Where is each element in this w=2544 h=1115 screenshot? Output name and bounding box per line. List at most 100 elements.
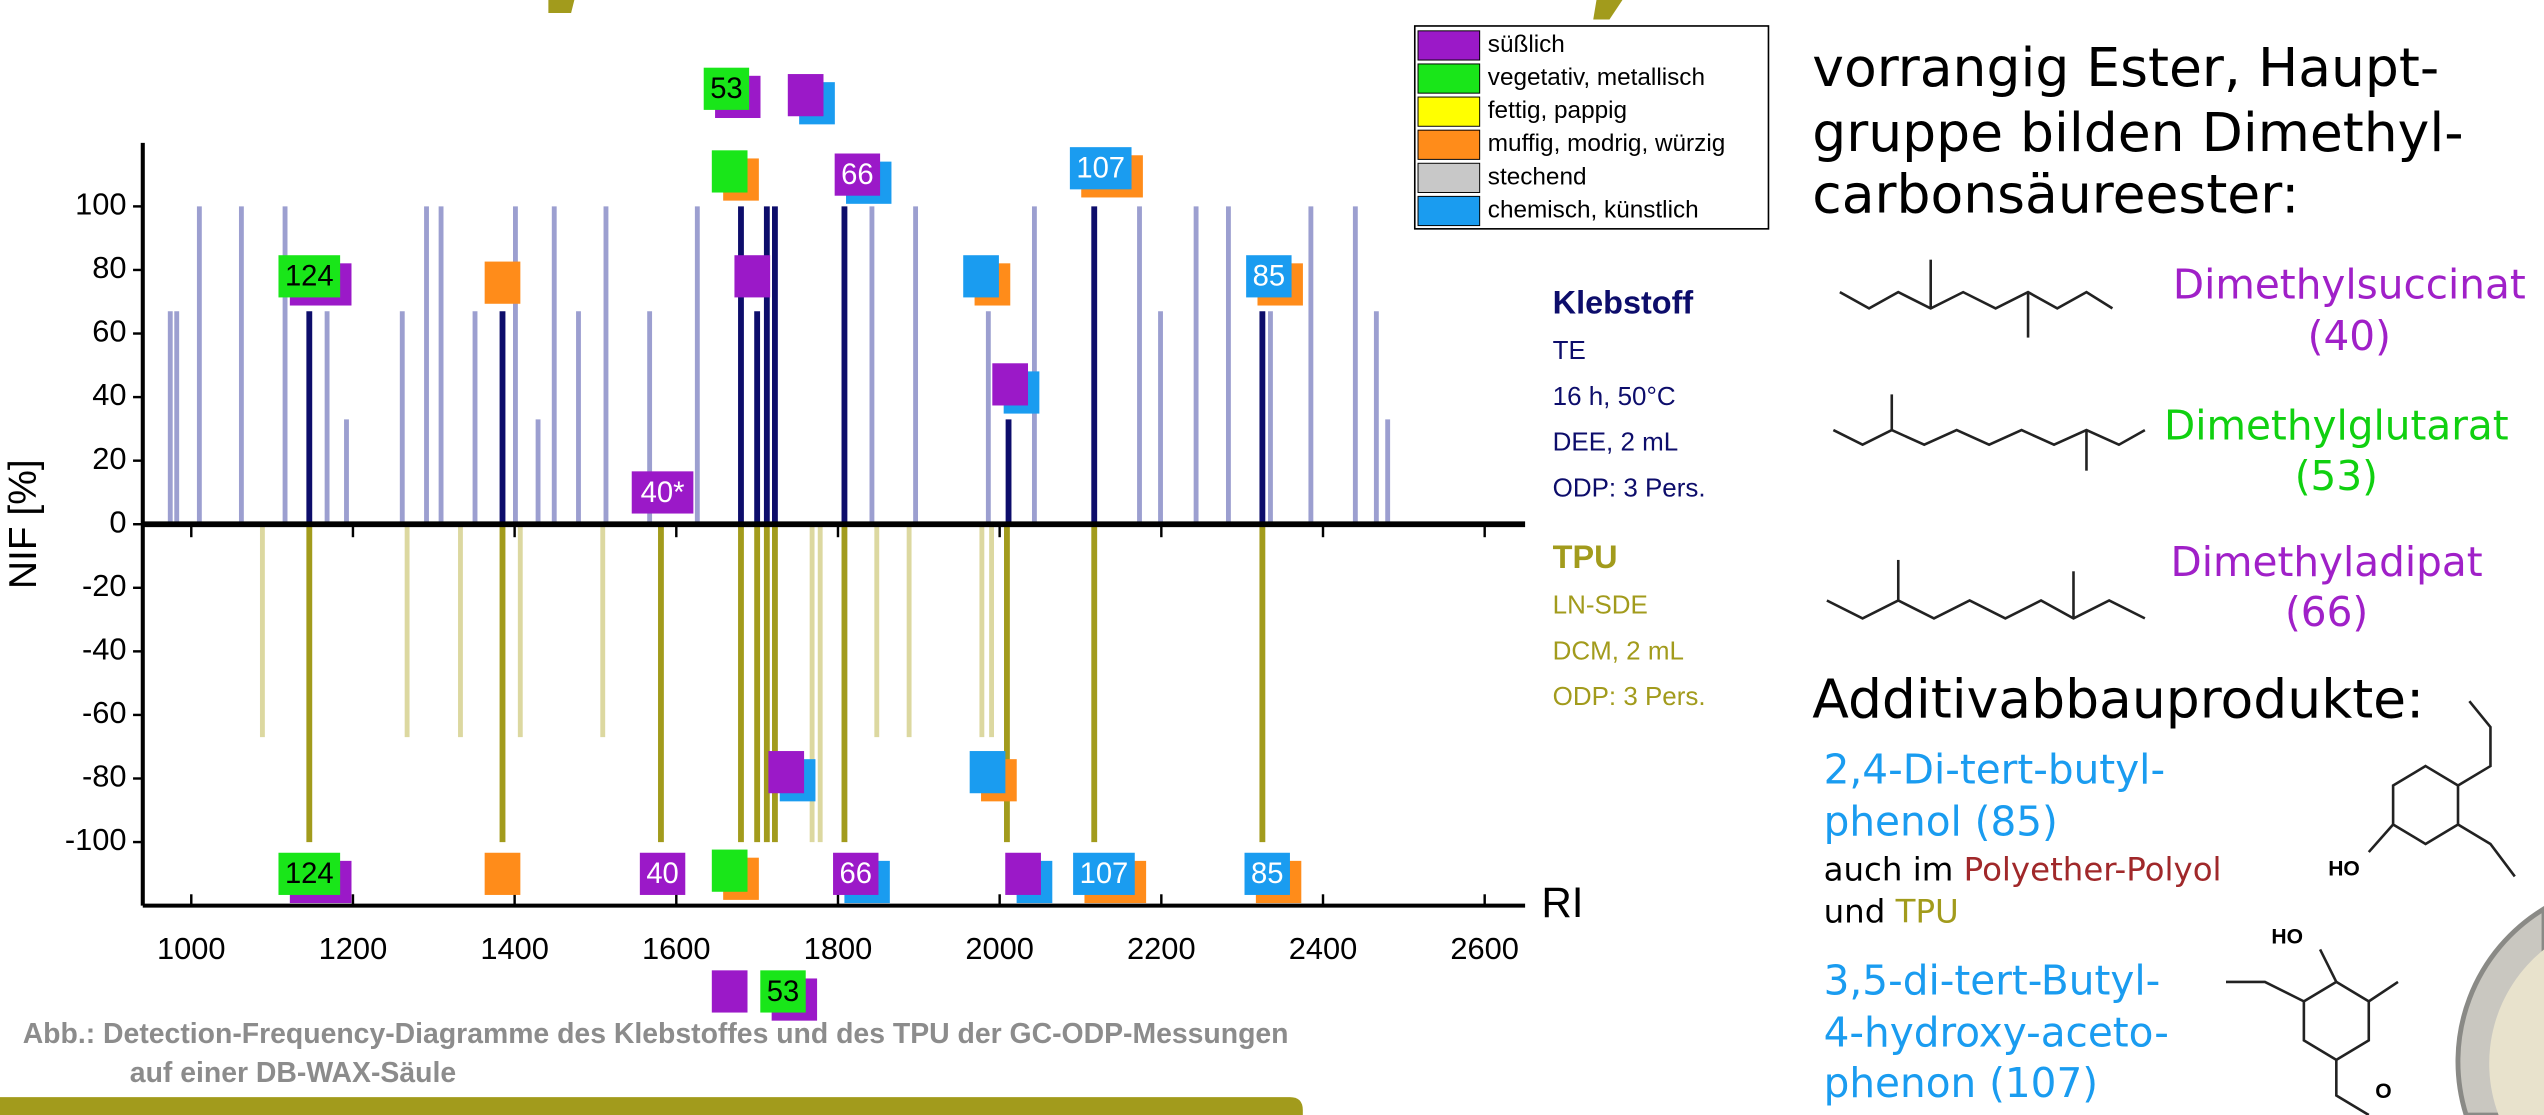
compound-name: 3,5-di-tert-Butyl- <box>1824 957 2161 1005</box>
odor-box <box>970 751 1006 793</box>
compound-number: (40) <box>2308 312 2391 360</box>
odor-label: 53 <box>767 976 799 1008</box>
x-tick-label: 1800 <box>804 931 873 966</box>
series-name: TPU <box>1553 539 1618 575</box>
y-axis-label: NIF [%] <box>2 459 45 589</box>
odor-marker <box>1005 853 1052 903</box>
atom: O <box>2375 1080 2391 1103</box>
odor-box <box>712 850 748 892</box>
odor-marker: 53 <box>760 970 817 1020</box>
caption: Abb.: Detection-Frequency-Diagramme des … <box>23 1018 1289 1050</box>
odor-marker: 85 <box>1246 255 1303 305</box>
tbutyl <box>2458 824 2515 876</box>
odor-marker: 124 <box>278 255 351 305</box>
series-detail: ODP: 3 Pers. <box>1553 681 1706 711</box>
series-detail: LN-SDE <box>1553 590 1648 620</box>
series-detail: DCM, 2 mL <box>1553 635 1684 665</box>
note-text: auch im <box>1824 851 1954 889</box>
y-tick-label: 40 <box>92 377 126 412</box>
x-tick-label: 2000 <box>965 931 1034 966</box>
odor-marker <box>485 262 521 304</box>
side-panel: vorrangig Ester, Haupt- gruppe bilden Di… <box>1812 36 2525 1107</box>
compound-name: Dimethyladipat <box>2171 538 2483 586</box>
legend-swatch <box>1418 130 1480 159</box>
note-text: und <box>1824 893 1886 931</box>
intro-line: carbonsäureester: <box>1812 163 2299 226</box>
odor-box <box>788 74 824 116</box>
intro-line: vorrangig Ester, Haupt- <box>1812 36 2439 99</box>
compound-name: phenon (107) <box>1824 1059 2098 1107</box>
compound-number: (66) <box>2285 588 2368 636</box>
x-axis-label: RI <box>1541 879 1583 926</box>
odor-box <box>1005 853 1041 895</box>
odor-label: 85 <box>1251 858 1283 890</box>
x-tick-label: 2400 <box>1289 931 1358 966</box>
compound-name: 2,4-Di-tert-butyl- <box>1824 746 2165 794</box>
odor-box <box>734 255 770 297</box>
odor-marker: 66 <box>835 154 892 204</box>
odor-label: 53 <box>710 73 742 105</box>
legend-label: vegetativ, metallisch <box>1488 64 1705 91</box>
odor-box <box>485 262 521 304</box>
succinate <box>1840 292 2113 308</box>
title-fragment <box>548 0 574 13</box>
footer-bar <box>0 1097 1303 1115</box>
glutarate <box>1833 430 2145 445</box>
legend-swatch <box>1418 31 1480 60</box>
odor-marker <box>712 150 759 200</box>
compound-name: Dimethylglutarat <box>2164 401 2509 449</box>
intro-line: gruppe bilden Dimethyl- <box>1812 101 2463 164</box>
slide: -100-80-60-40-20020406080100100012001400… <box>0 0 2544 1115</box>
section-heading: Additivabbauprodukte: <box>1812 667 2424 730</box>
ring <box>2304 982 2369 1060</box>
series-detail: DEE, 2 mL <box>1553 427 1678 457</box>
odor-marker <box>963 255 1010 305</box>
note-text: TPU <box>1895 893 1959 931</box>
tbutyl <box>2458 701 2490 785</box>
caption: auf einer DB-WAX-Säule <box>130 1057 456 1089</box>
y-tick-label: 80 <box>92 250 126 285</box>
legend-label: stechend <box>1488 163 1587 190</box>
odor-marker <box>485 853 521 895</box>
legend-swatch <box>1418 64 1480 93</box>
y-tick-label: -100 <box>65 822 127 857</box>
bond <box>2369 824 2393 852</box>
compound-name: 4-hydroxy-aceto- <box>1824 1008 2169 1056</box>
odor-box <box>963 255 999 297</box>
y-tick-label: 60 <box>92 314 126 349</box>
odor-label: 85 <box>1253 261 1285 293</box>
acetyl <box>2336 1060 2368 1115</box>
compound-name: phenol (85) <box>1824 797 2058 845</box>
legend-label: süßlich <box>1488 31 1565 58</box>
odor-label: 40 <box>646 858 678 890</box>
atom: HO <box>2328 858 2360 881</box>
y-tick-label: 100 <box>75 187 126 222</box>
y-tick-label: -40 <box>82 632 127 667</box>
legend-label: chemisch, künstlich <box>1488 196 1699 223</box>
title-fragment <box>1593 0 1622 19</box>
adipate <box>1827 601 2145 619</box>
note-text: Polyether-Polyol <box>1964 851 2222 889</box>
odor-marker: 53 <box>704 68 761 118</box>
odor-marker <box>712 970 748 1012</box>
odor-box <box>992 363 1028 405</box>
x-tick-label: 1200 <box>319 931 388 966</box>
compound-name: Dimethylsuccinat <box>2173 260 2526 308</box>
odor-marker: 40* <box>632 471 694 513</box>
odor-label: 124 <box>285 261 334 293</box>
x-tick-label: 2600 <box>1450 931 1519 966</box>
bond <box>2369 982 2398 1001</box>
legend-swatch <box>1418 163 1480 192</box>
series-detail: ODP: 3 Pers. <box>1553 472 1706 502</box>
odor-label: 107 <box>1076 153 1125 185</box>
legend-swatch <box>1418 97 1480 126</box>
atom: HO <box>2271 926 2303 949</box>
odor-box <box>712 150 748 192</box>
odor-label: 107 <box>1080 858 1129 890</box>
x-tick-label: 1400 <box>480 931 549 966</box>
odor-marker: 107 <box>1073 853 1146 903</box>
odor-box <box>485 853 521 895</box>
note-line: und TPU <box>1824 893 1959 931</box>
odor-marker: 66 <box>833 853 890 903</box>
